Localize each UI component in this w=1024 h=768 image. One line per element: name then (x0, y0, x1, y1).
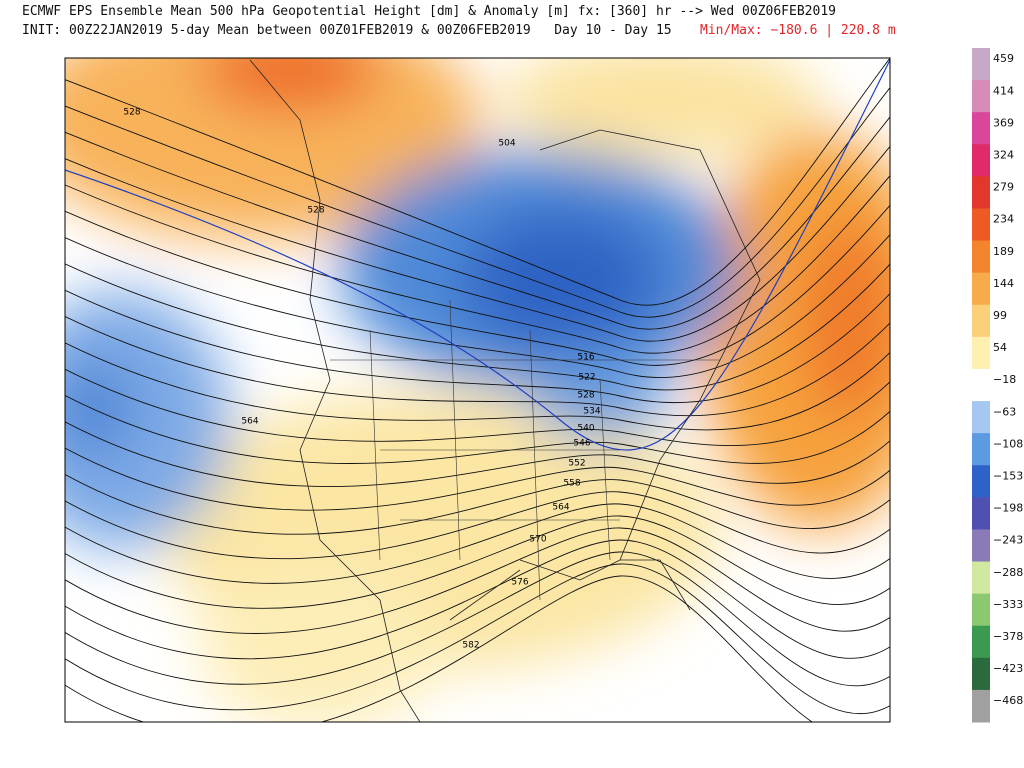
min-max: Min/Max: −180.6 | 220.8 m (700, 23, 896, 38)
colorbar-swatch (972, 465, 990, 498)
colorbar-label: −243 (993, 534, 1023, 547)
zero-line (65, 59, 890, 451)
colorbar-label: −468 (993, 694, 1023, 707)
map-area (65, 58, 890, 722)
contour-label: 552 (568, 459, 585, 469)
colorbar-label: 189 (993, 245, 1014, 258)
colorbar-label: 234 (993, 213, 1014, 226)
contour-line (65, 447, 890, 511)
contour-label: 558 (563, 479, 580, 489)
colorbar-swatch (972, 336, 990, 370)
contour-line (65, 86, 890, 318)
contour-line (65, 175, 890, 354)
coastlines (249, 59, 761, 722)
colorbar-swatch (972, 433, 990, 466)
colorbar-label: −108 (993, 437, 1023, 450)
colorbar-swatch (972, 625, 990, 659)
contour-line (65, 234, 890, 378)
colorbar-swatch (972, 176, 990, 209)
contour-line (65, 145, 890, 342)
colorbar-label: −153 (993, 469, 1023, 482)
contour-line (65, 58, 890, 306)
colorbar-swatch (972, 80, 990, 113)
period: Day 10 - Day 15 (554, 23, 672, 38)
contour-line (65, 116, 890, 330)
colorbar-label: 54 (993, 341, 1007, 354)
init-text: INIT: 00Z22JAN2019 5-day Mean between 00… (22, 23, 531, 38)
colorbar-swatch (972, 561, 990, 595)
header-line2: INIT: 00Z22JAN2019 5-day Mean between 00… (22, 23, 672, 38)
contour-label: 540 (577, 424, 594, 434)
contour-label: 516 (577, 353, 594, 363)
contour-line (65, 563, 890, 714)
map-frame (64, 57, 891, 723)
contour-label: 528 (307, 206, 324, 216)
colorbar-label: −333 (993, 598, 1023, 611)
colorbar-swatch (972, 144, 990, 177)
contour-line (65, 575, 814, 722)
colorbar-swatch (972, 497, 990, 530)
colorbar-label: −423 (993, 662, 1023, 675)
colorbar-label: 459 (993, 52, 1014, 65)
colorbar-swatch (972, 529, 990, 563)
contour-label: 504 (498, 139, 515, 149)
contour-label: 534 (583, 407, 600, 417)
contour-label: 570 (529, 535, 546, 545)
contour-line (65, 263, 890, 391)
contour-line (65, 503, 890, 584)
contour-line (65, 342, 890, 431)
contour-label: 528 (577, 391, 594, 401)
header-line1: ECMWF EPS Ensemble Mean 500 hPa Geopoten… (22, 4, 836, 19)
colorbar-swatch (972, 272, 990, 306)
contour-label: 576 (511, 578, 528, 588)
contour-line (65, 421, 890, 487)
colorbar-label: −378 (993, 630, 1023, 643)
contour-line (65, 515, 890, 609)
contour-line (65, 473, 890, 535)
contour-line (65, 527, 890, 634)
borders (330, 299, 720, 601)
colorbar-label: −198 (993, 502, 1023, 515)
colorbar-swatch (972, 240, 990, 274)
colorbar-label: −288 (993, 566, 1023, 579)
colorbar-label: 99 (993, 309, 1007, 322)
contour-line (65, 368, 890, 447)
colorbar-swatch (972, 689, 990, 723)
colorbar-swatch (972, 304, 990, 338)
contour-label: 528 (123, 108, 140, 118)
contour-line (65, 539, 890, 660)
colorbar-label: −63 (993, 405, 1016, 418)
colorbar-swatch (972, 48, 990, 81)
colorbar-swatch (972, 368, 990, 402)
contour-label: 522 (578, 373, 595, 383)
colorbar-label: 279 (993, 181, 1014, 194)
contour-labels: 528 528 504 516 522 528 534 540 546 552 558 564 570 5… (123, 108, 600, 651)
colorbar-label: 369 (993, 116, 1014, 129)
contour-label: 564 (241, 417, 258, 427)
colorbar-swatch (972, 208, 990, 242)
contour-line (65, 315, 890, 417)
colorbar-label: 414 (993, 84, 1014, 97)
colorbar-swatch (972, 112, 990, 145)
contour-line (65, 491, 890, 560)
colorbar-label: −18 (993, 373, 1016, 386)
colorbar-swatch (972, 593, 990, 627)
colorbar: 459 414 369 324 279 234 189 144 99 54 −18 −63 −108 −1… (972, 48, 1023, 723)
colorbar-swatch (972, 657, 990, 691)
contour-label: 546 (573, 439, 590, 449)
colorbar-label: 144 (993, 277, 1014, 290)
contour-line (65, 204, 890, 366)
contour-line (65, 551, 890, 687)
colorbar-swatch (972, 401, 990, 434)
colorbar-label: 324 (993, 149, 1014, 162)
contour-label: 582 (462, 641, 479, 651)
contour-label: 564 (552, 503, 569, 513)
